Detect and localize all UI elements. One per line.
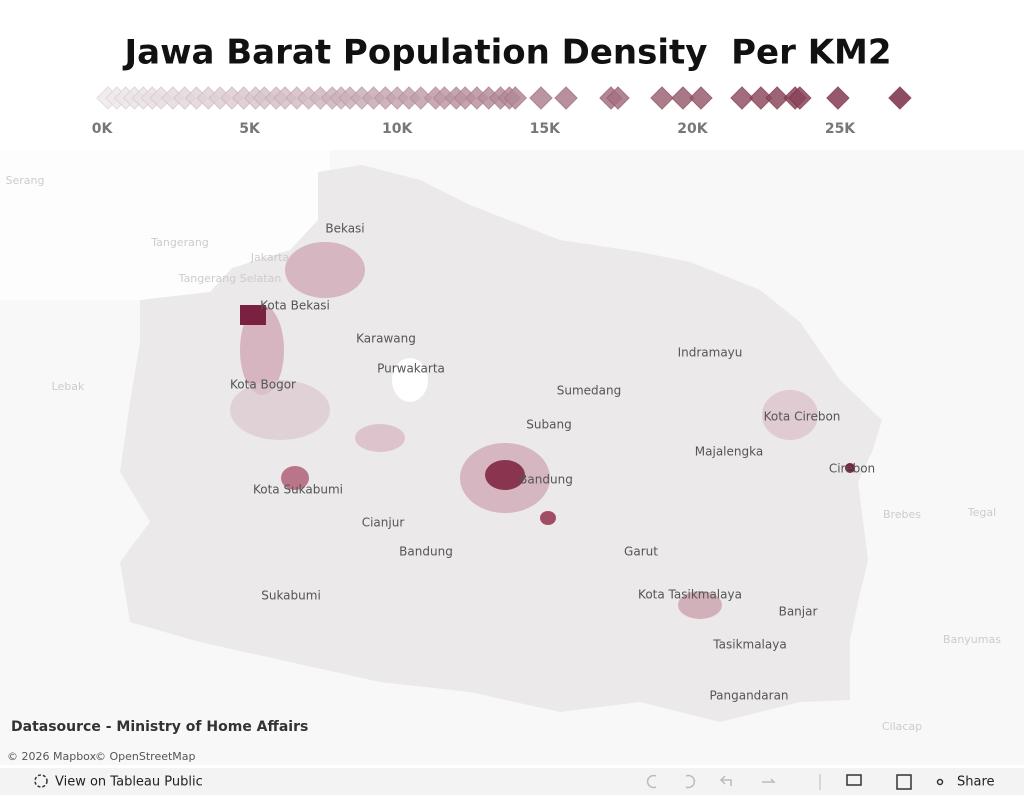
density-mark bbox=[788, 86, 812, 110]
map-label: Purwakarta bbox=[377, 362, 445, 376]
map-label: Bandung bbox=[399, 545, 453, 559]
map-label: Kota Sukabumi bbox=[253, 483, 343, 497]
fullscreen-icon[interactable] bbox=[896, 774, 912, 790]
map-label: Cirebon bbox=[829, 462, 875, 476]
x-tick-label: 5K bbox=[239, 121, 261, 137]
map-label: Banjar bbox=[779, 605, 818, 619]
revert-icon[interactable] bbox=[719, 775, 732, 786]
map-label: Pangandaran bbox=[709, 689, 788, 703]
density-mark bbox=[765, 86, 789, 110]
density-patch bbox=[762, 390, 818, 440]
map-label-faint: Serang bbox=[6, 174, 45, 187]
density-patch bbox=[285, 242, 365, 298]
map-label: Cianjur bbox=[362, 516, 405, 530]
source-note: Datasource - Ministry of Home Affairs bbox=[11, 719, 308, 735]
density-patch bbox=[240, 305, 284, 395]
attribution[interactable]: © 2026 Mapbox bbox=[7, 750, 97, 763]
map-label: Kota Tasikmalaya bbox=[638, 588, 742, 602]
x-tick-label: 15K bbox=[530, 121, 561, 137]
density-patch bbox=[845, 463, 855, 473]
tableau-icon bbox=[34, 774, 48, 788]
map-label: Bekasi bbox=[325, 222, 364, 236]
density-mark bbox=[650, 86, 674, 110]
x-tick-label: 20K bbox=[677, 121, 708, 137]
map-label: Tasikmalaya bbox=[712, 638, 786, 652]
map-label: Majalengka bbox=[695, 445, 763, 459]
map-label-faint: Brebes bbox=[883, 508, 921, 521]
density-patch bbox=[355, 424, 405, 452]
density-patch bbox=[240, 305, 266, 325]
view-link[interactable]: View on Tableau Public bbox=[55, 775, 203, 790]
density-mark bbox=[554, 86, 578, 110]
density-patch bbox=[540, 511, 556, 525]
map-label: Garut bbox=[624, 545, 658, 559]
toolbar-icons bbox=[846, 774, 944, 790]
map-label: Karawang bbox=[356, 332, 416, 346]
map: Serang Tangerang Jakarta Tangerang Selat… bbox=[0, 150, 1024, 765]
map-label: Kota Bogor bbox=[230, 378, 296, 392]
x-tick-label: 25K bbox=[825, 121, 856, 137]
density-strip: 0K 5K 10K 15K 20K 25K bbox=[92, 86, 912, 137]
map-label-faint: Banyumas bbox=[943, 633, 1001, 646]
title: Jawa Barat Population Density Per KM2 bbox=[122, 33, 891, 73]
density-mark bbox=[671, 86, 695, 110]
density-patch bbox=[485, 460, 525, 490]
map-label: Sumedang bbox=[557, 384, 622, 398]
share-icon[interactable] bbox=[936, 778, 944, 786]
density-patch bbox=[281, 466, 309, 490]
map-label-faint: Tangerang Selatan bbox=[178, 272, 282, 285]
density-patch bbox=[678, 591, 722, 619]
toolbar bbox=[0, 768, 1024, 795]
density-mark bbox=[749, 86, 773, 110]
map-label-faint: Tangerang bbox=[150, 236, 209, 249]
view-button[interactable]: View on Tableau Public bbox=[34, 774, 203, 790]
map-label: Kota Bekasi bbox=[260, 299, 330, 313]
map-label: Subang bbox=[526, 418, 571, 432]
share-button[interactable]: Share bbox=[957, 775, 995, 790]
density-patch bbox=[230, 380, 330, 440]
map-label: Sukabumi bbox=[261, 589, 321, 603]
redo-icon[interactable] bbox=[685, 774, 696, 789]
reservoir bbox=[392, 358, 428, 402]
undo-icon[interactable] bbox=[646, 774, 657, 789]
density-mark bbox=[689, 86, 713, 110]
attribution[interactable]: © OpenStreetMap bbox=[95, 750, 196, 763]
density-mark bbox=[529, 86, 553, 110]
density-mark bbox=[606, 86, 630, 110]
density-mark bbox=[730, 86, 754, 110]
map-label-faint: Tegal bbox=[967, 506, 996, 519]
map-label-faint: Cilacap bbox=[882, 720, 922, 733]
density-mark bbox=[503, 86, 527, 110]
density-mark bbox=[888, 86, 912, 110]
map-label: Bandung bbox=[519, 473, 573, 487]
undo-redo bbox=[646, 774, 821, 790]
download-icon[interactable] bbox=[846, 774, 862, 786]
density-mark bbox=[826, 86, 850, 110]
map-label: Indramayu bbox=[678, 346, 743, 360]
map-label-faint: Lebak bbox=[52, 380, 85, 393]
x-tick-label: 0K bbox=[92, 121, 114, 137]
map-label-faint: Jakarta bbox=[250, 251, 289, 264]
refresh-icon[interactable] bbox=[762, 778, 776, 783]
x-tick-label: 10K bbox=[382, 121, 413, 137]
map-label: Kota Cirebon bbox=[764, 410, 841, 424]
